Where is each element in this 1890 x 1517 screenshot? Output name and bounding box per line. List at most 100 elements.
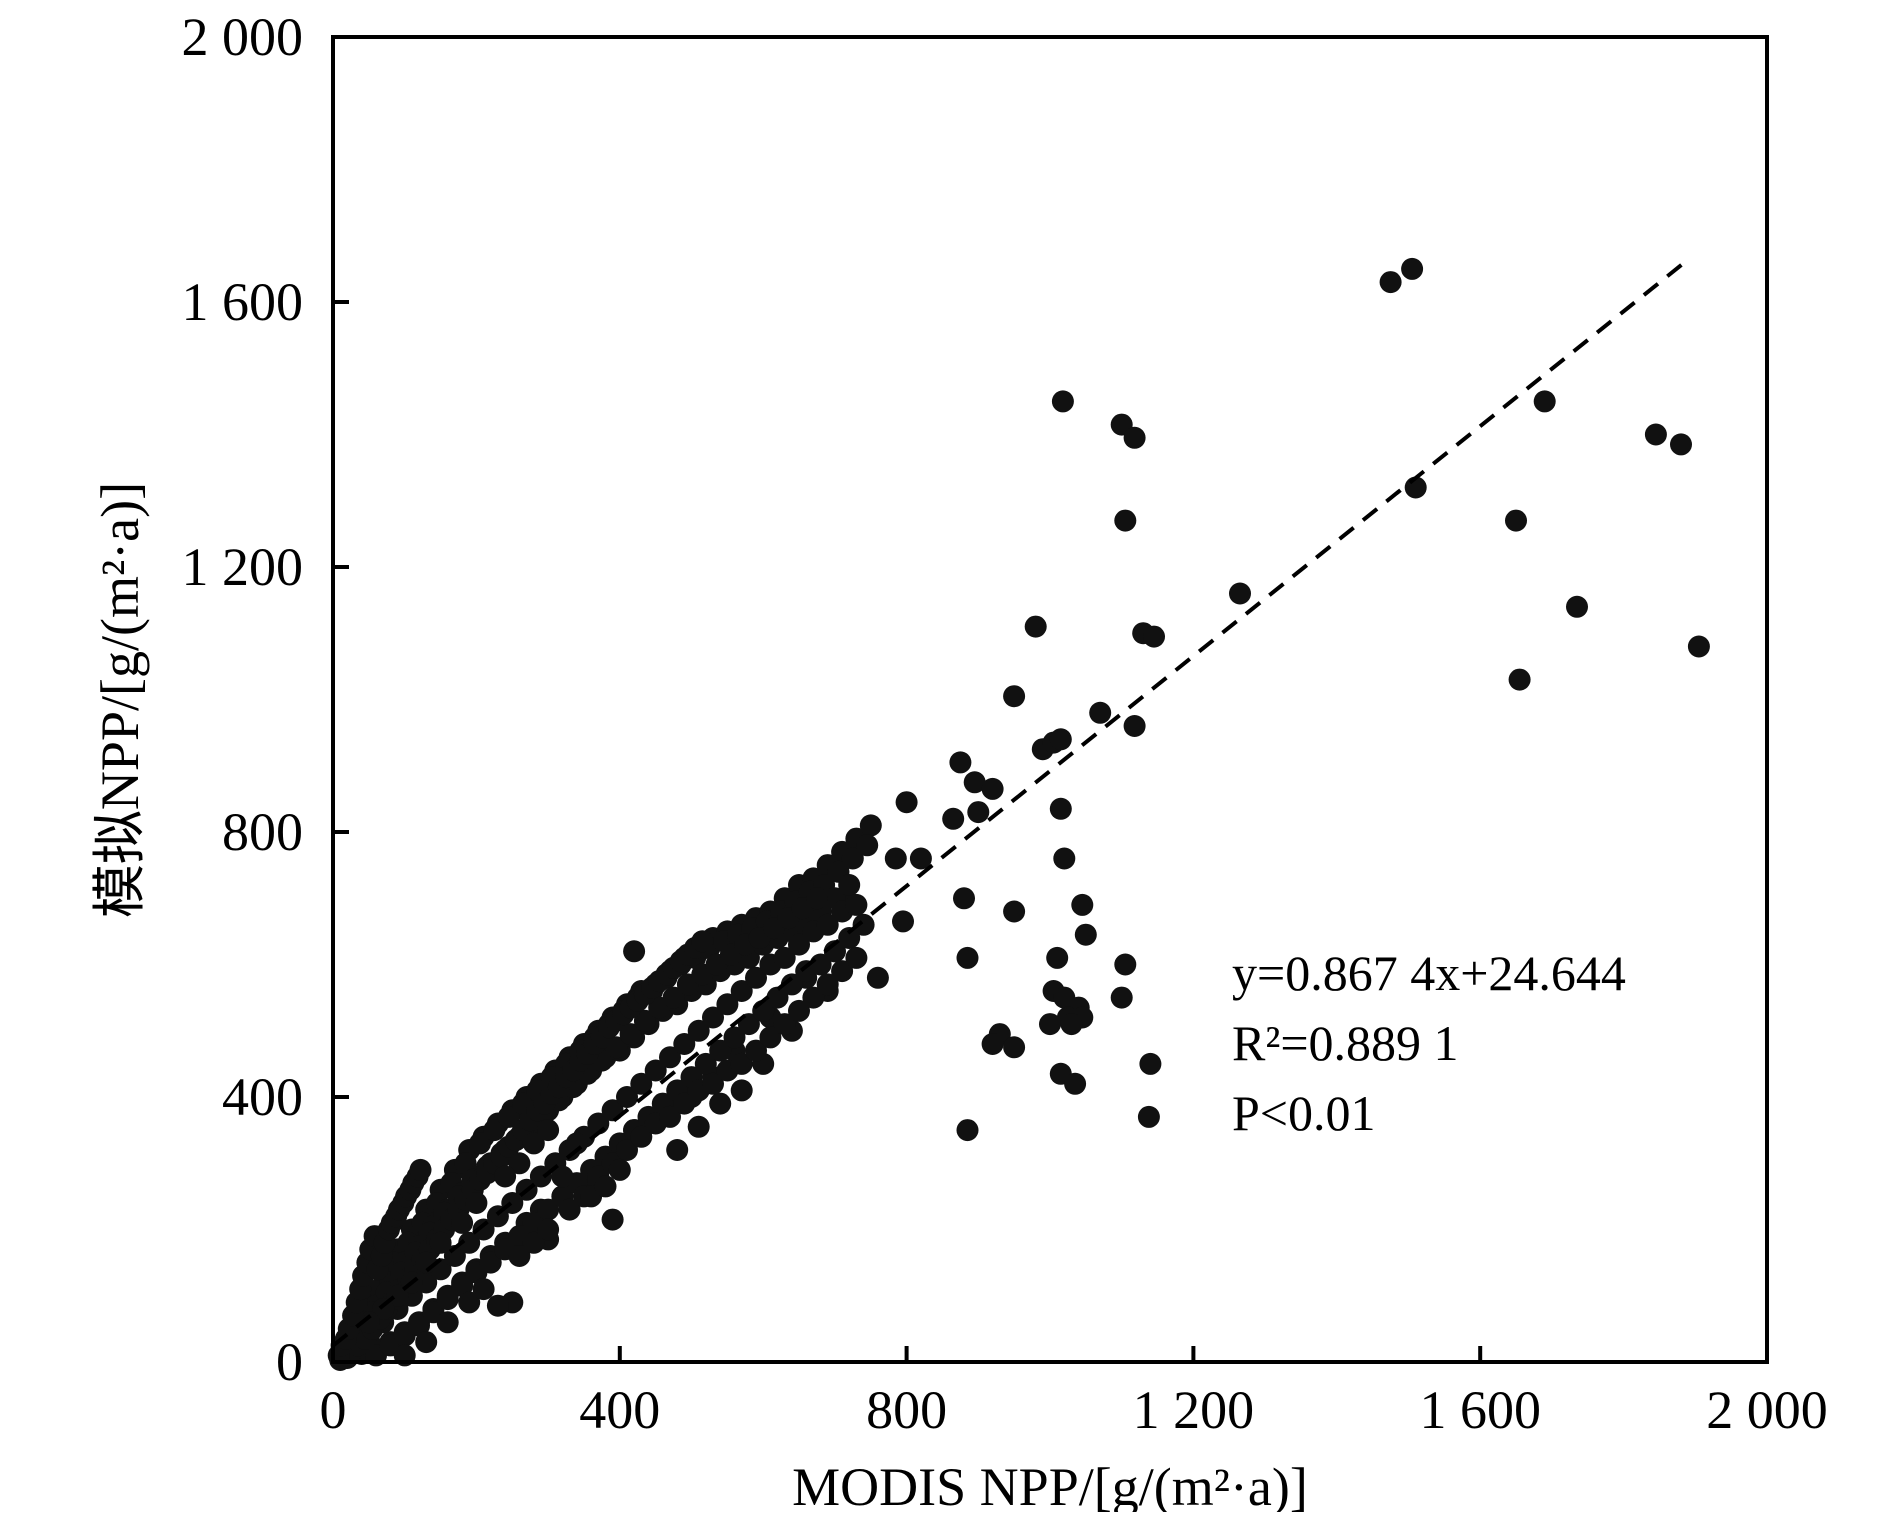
data-point: [558, 1198, 581, 1221]
data-point: [759, 1026, 782, 1049]
data-point: [486, 1294, 509, 1317]
y-tick-label: 1 200: [182, 537, 304, 597]
data-point: [1024, 615, 1047, 638]
data-point: [1049, 728, 1072, 751]
data-point: [806, 887, 828, 910]
data-point: [1505, 509, 1527, 532]
data-point: [1114, 509, 1137, 532]
data-point: [483, 1119, 506, 1142]
data-point: [730, 1052, 753, 1075]
x-tick-label: 400: [579, 1380, 660, 1440]
data-point: [659, 1105, 681, 1128]
data-point: [963, 771, 986, 794]
x-tick-label: 800: [866, 1380, 947, 1440]
data-point: [967, 801, 990, 824]
x-tick-label: 0: [320, 1380, 347, 1440]
p-value-annotation: P<0.01: [1232, 1085, 1376, 1141]
data-point: [630, 1125, 653, 1148]
data-point: [845, 893, 868, 916]
data-point: [386, 1284, 409, 1307]
data-point: [537, 1198, 560, 1221]
data-point: [909, 847, 932, 870]
data-point: [415, 1331, 438, 1354]
data-point: [1137, 1105, 1160, 1128]
data-point: [856, 834, 879, 857]
data-point: [694, 1052, 717, 1075]
equation-annotation: y=0.867 4x+24.644: [1232, 945, 1626, 1001]
data-point: [745, 966, 767, 989]
data-point: [465, 1192, 488, 1214]
data-point: [1670, 433, 1692, 456]
data-point: [852, 913, 875, 936]
data-point: [1049, 797, 1072, 820]
data-point: [956, 1119, 979, 1142]
data-point: [702, 1072, 724, 1095]
data-point: [1229, 582, 1251, 605]
data-point: [451, 1274, 474, 1297]
data-point: [687, 1019, 710, 1042]
data-point: [1114, 953, 1137, 976]
data-point: [716, 993, 739, 1016]
data-point: [841, 847, 864, 870]
data-point: [508, 1245, 531, 1267]
data-point: [942, 807, 965, 830]
data-point: [981, 777, 1004, 800]
data-point: [773, 1013, 796, 1036]
data-point: [630, 1072, 653, 1095]
r-squared-annotation: R²=0.889 1: [1232, 1015, 1459, 1071]
data-point: [831, 960, 854, 983]
data-point: [1003, 900, 1026, 923]
data-point: [802, 986, 825, 1009]
data-point: [644, 1059, 667, 1082]
data-point: [1508, 668, 1531, 691]
data-point: [619, 1023, 642, 1046]
data-point: [866, 966, 889, 989]
regression-line: [331, 258, 1690, 1348]
data-point: [1071, 893, 1094, 916]
data-point: [508, 1152, 531, 1175]
x-axis-title: MODIS NPP/[g/(m²·a)]: [792, 1457, 1308, 1512]
data-point: [884, 847, 907, 870]
data-point: [1379, 271, 1402, 294]
data-point: [469, 1132, 491, 1155]
data-point: [497, 1105, 520, 1128]
data-point: [788, 999, 810, 1022]
data-point: [766, 986, 789, 1009]
data-point: [691, 930, 714, 953]
data-point: [981, 1033, 1004, 1055]
data-point: [1074, 923, 1097, 946]
data-point: [838, 874, 861, 896]
x-tick-label: 1 600: [1419, 1380, 1541, 1440]
x-axis-ticks: 0 400 800 1 200 1 600 2 000: [320, 1346, 1828, 1440]
data-point: [616, 1086, 638, 1108]
data-point: [1064, 1072, 1087, 1095]
data-point: [472, 1218, 495, 1241]
data-point: [809, 953, 832, 976]
data-point: [409, 1158, 432, 1181]
x-tick-label: 2 000: [1706, 1380, 1828, 1440]
data-point: [601, 1208, 624, 1231]
data-point: [666, 1139, 689, 1161]
data-point: [594, 1175, 617, 1198]
data-point: [616, 1139, 638, 1161]
data-point: [1110, 986, 1133, 1009]
data-point: [949, 751, 972, 774]
data-point: [673, 1092, 696, 1115]
y-tick-label: 400: [222, 1067, 303, 1127]
data-point: [1533, 390, 1556, 413]
data-point: [551, 1165, 574, 1188]
data-point: [522, 1132, 545, 1155]
data-point: [892, 910, 914, 933]
data-point: [730, 980, 753, 1002]
data-point: [1053, 847, 1076, 870]
x-tick-label: 1 200: [1133, 1380, 1255, 1440]
data-point: [788, 933, 810, 956]
data-point: [565, 1132, 588, 1155]
data-point: [780, 973, 803, 996]
data-point: [1566, 595, 1588, 618]
data-point: [673, 1033, 696, 1055]
data-point: [623, 940, 646, 963]
data-point: [1644, 423, 1667, 446]
data-point: [451, 1211, 474, 1234]
